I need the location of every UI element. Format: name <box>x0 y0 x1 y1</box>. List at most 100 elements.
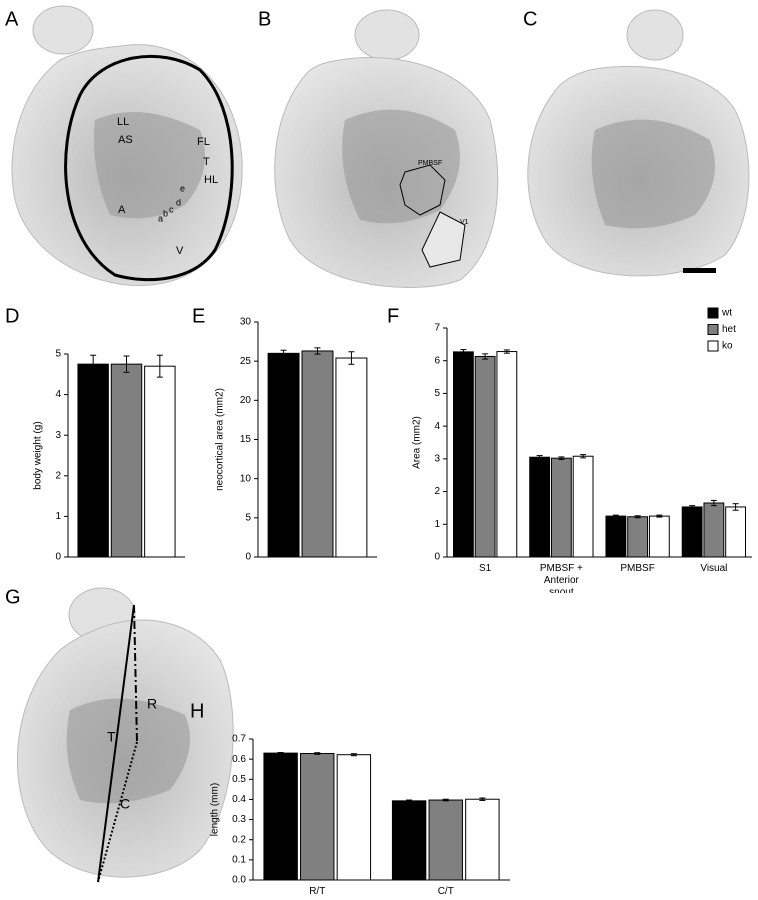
x-tick-label-box: R/T <box>309 886 326 897</box>
y-tick-label: 5 <box>245 512 251 523</box>
annotation: R <box>147 696 157 712</box>
bar <box>681 506 703 558</box>
y-tick-label: 0 <box>434 552 440 563</box>
x-tick-label-box: S1 <box>479 563 491 574</box>
legend-swatch <box>707 340 719 352</box>
annotation: PMBSF <box>418 160 442 167</box>
x-tick-label: R/T <box>309 886 326 897</box>
bar <box>263 752 298 881</box>
x-tick-label-box: C/T <box>437 886 454 897</box>
y-tick-label: 2 <box>55 470 61 481</box>
y-tick-label: 5 <box>55 349 61 360</box>
panel-label: F <box>387 305 399 327</box>
y-tick-label: 15 <box>240 434 252 445</box>
x-tick-label: PMBSF <box>620 563 655 574</box>
annotation: C <box>120 796 130 812</box>
x-tick-label: C/T <box>437 886 454 897</box>
bar <box>267 352 300 558</box>
bar <box>110 363 143 558</box>
y-tick-label: 0.7 <box>232 734 246 745</box>
bar <box>391 800 427 881</box>
bar <box>336 754 372 881</box>
bar <box>474 355 496 558</box>
bar <box>496 351 518 558</box>
y-tick-label: 20 <box>240 395 252 406</box>
scale-bar <box>683 268 716 273</box>
y-tick-label: 25 <box>240 356 252 367</box>
y-axis-label: Area (mm2) <box>412 416 423 469</box>
panel-label: G <box>5 586 21 608</box>
panel-label: E <box>192 305 205 327</box>
y-tick-label: 1 <box>434 519 440 530</box>
x-tick-label-box: PMBSF <box>620 563 655 574</box>
y-tick-label: 10 <box>240 473 252 484</box>
annotation: A <box>118 204 126 216</box>
annotation: AS <box>118 134 133 146</box>
annotation: e <box>180 183 185 193</box>
y-tick-label: 6 <box>434 355 440 366</box>
y-tick-label: 30 <box>240 317 252 328</box>
bar <box>627 516 649 558</box>
y-tick-label: 0.4 <box>232 794 246 805</box>
annotation: d <box>176 197 181 207</box>
annotation: b <box>163 208 168 218</box>
y-tick-label: 0.0 <box>232 875 246 886</box>
legend-label: ko <box>722 341 733 352</box>
panel-label: B <box>258 8 271 30</box>
bar <box>605 515 627 558</box>
bar <box>301 350 334 558</box>
bar <box>725 506 747 558</box>
panel-label: C <box>523 8 537 30</box>
x-tick-label-box: PMBSF + Anterior snout <box>539 563 583 593</box>
y-tick-label: 7 <box>434 323 440 334</box>
legend-label: wt <box>721 308 732 319</box>
panel-label: H <box>190 700 204 722</box>
annotation: a <box>158 213 163 223</box>
y-tick-label: 0.1 <box>232 854 246 865</box>
bar <box>428 799 463 881</box>
annotation: V1 <box>460 219 469 226</box>
annotation: T <box>203 156 210 168</box>
annotation: T <box>107 729 116 745</box>
annotation: FL <box>197 136 210 148</box>
y-tick-label: 2 <box>434 486 440 497</box>
y-tick-label: 0.6 <box>232 754 246 765</box>
y-axis-label: length (mm) <box>210 783 221 836</box>
y-tick-label: 4 <box>55 389 61 400</box>
section-image-b: B <box>258 8 499 288</box>
y-tick-label: 0.5 <box>232 774 246 785</box>
panel-label: D <box>5 305 19 327</box>
x-tick-label-box: Visual <box>700 563 728 574</box>
panel-label: A <box>5 8 19 30</box>
y-tick-label: 0 <box>245 552 251 563</box>
annotation: HL <box>204 174 218 186</box>
x-tick-label: PMBSF + Anterior snout <box>539 563 583 593</box>
annotation: c <box>169 204 174 214</box>
annotation: LL <box>117 116 129 128</box>
y-tick-label: 0.2 <box>232 834 246 845</box>
legend-label: het <box>722 324 736 335</box>
bar <box>703 502 725 558</box>
y-axis-label: neocortical area (mm2) <box>215 388 226 491</box>
section-image-a: A <box>5 5 243 287</box>
legend-swatch <box>707 324 719 335</box>
bar <box>452 351 474 558</box>
bar <box>144 365 176 558</box>
y-tick-label: 3 <box>434 453 440 464</box>
y-tick-label: 3 <box>55 430 61 441</box>
bar <box>529 456 551 558</box>
y-tick-label: 1 <box>55 511 61 522</box>
legend-swatch <box>707 307 719 319</box>
annotation: V <box>176 245 184 257</box>
bar <box>300 753 335 881</box>
bar <box>572 455 594 558</box>
y-tick-label: 5 <box>434 388 440 399</box>
bar <box>77 363 109 558</box>
x-tick-label: Visual <box>700 563 728 574</box>
section-image-g: G <box>5 586 234 883</box>
section-image-c: C <box>523 8 750 277</box>
y-tick-label: 4 <box>434 421 440 432</box>
y-tick-label: 0.3 <box>232 814 246 825</box>
y-axis-label: body weight (g) <box>33 421 44 489</box>
